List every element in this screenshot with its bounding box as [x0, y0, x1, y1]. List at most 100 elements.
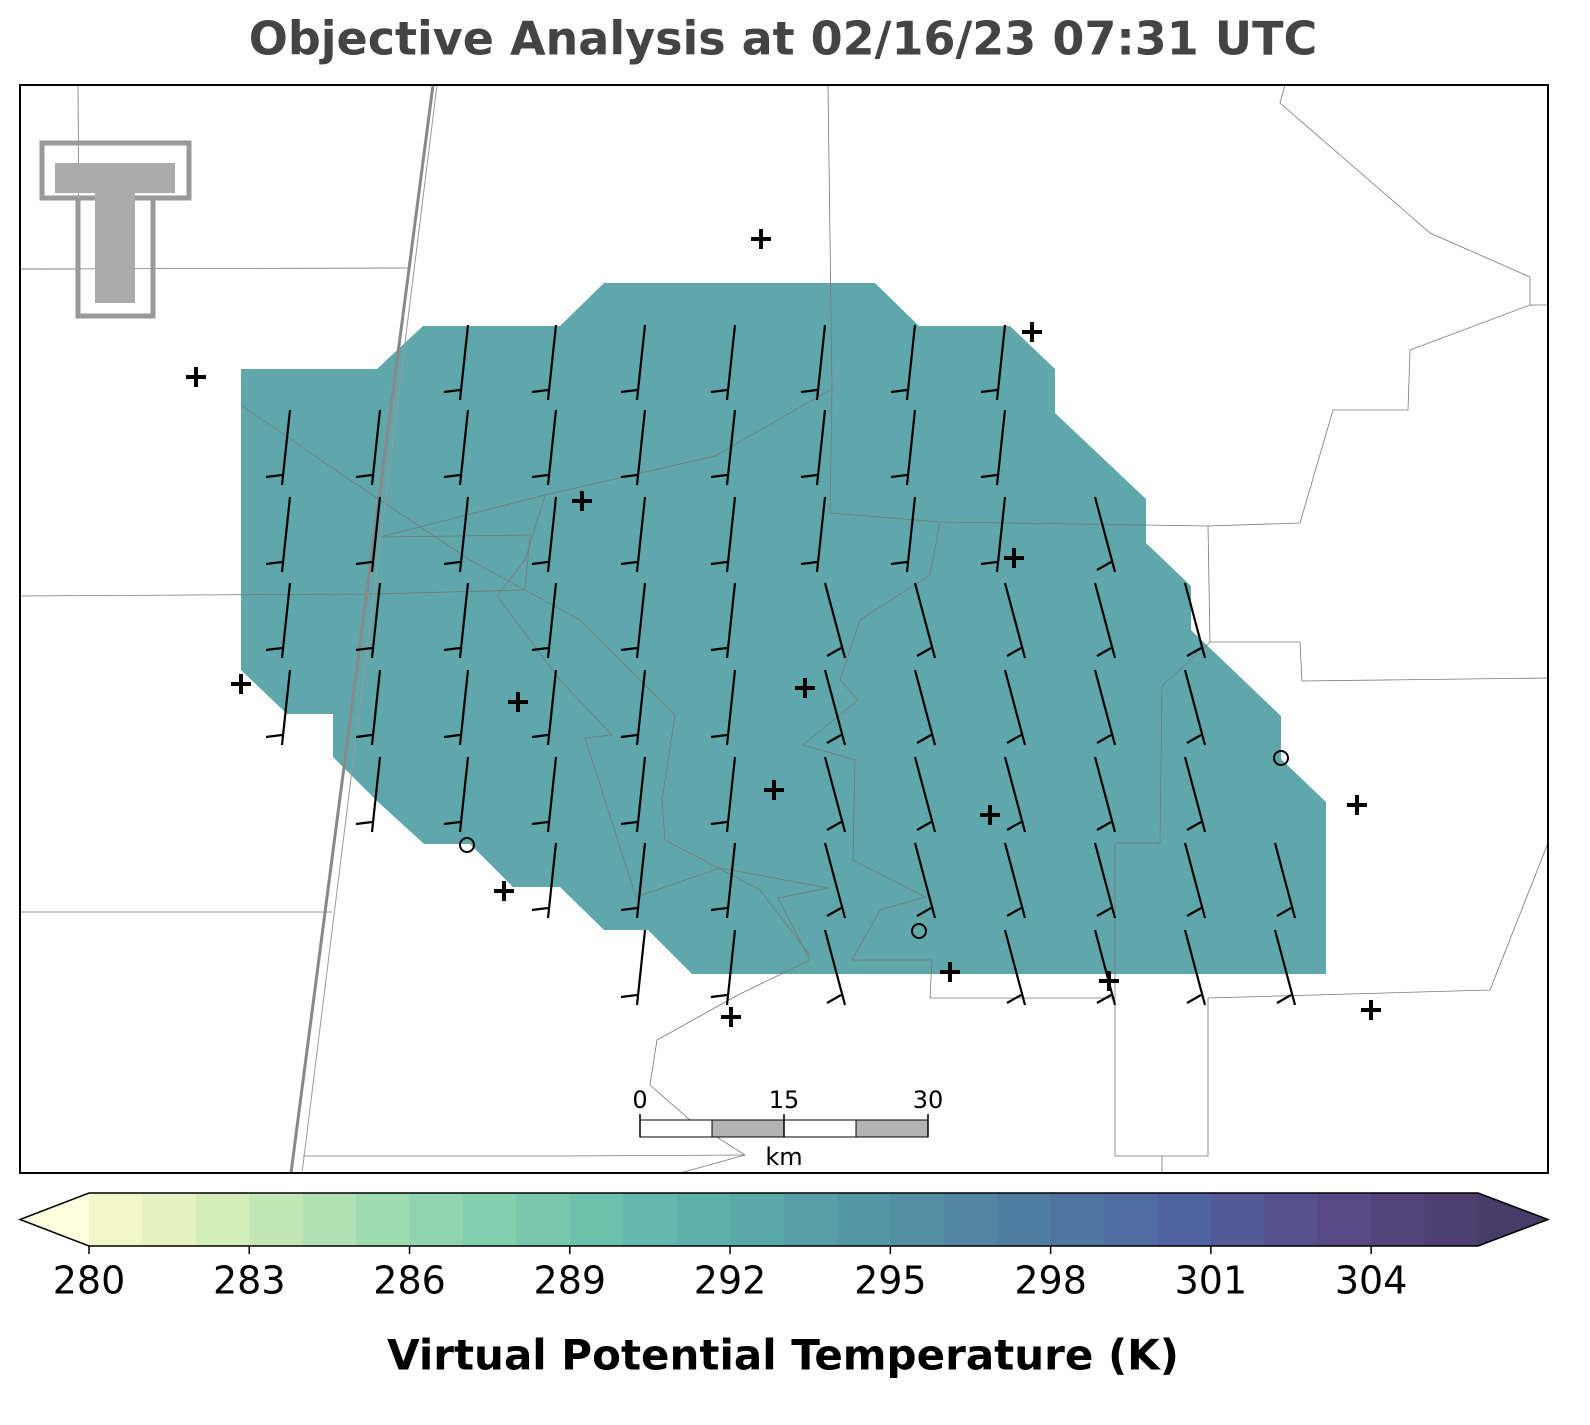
wind-barb [710, 756, 737, 833]
wind-barb [265, 582, 292, 659]
wind-barb [710, 496, 737, 573]
wind-barb [1093, 929, 1117, 1006]
station-marker [795, 678, 815, 698]
wind-barb [620, 756, 647, 833]
wind-barb [531, 756, 558, 833]
colorbar-label: Virtual Potential Temperature (K) [387, 1331, 1179, 1380]
station-marker [1022, 322, 1042, 342]
colorbar-band [1210, 1193, 1265, 1246]
wind-barb [620, 669, 647, 746]
map-title: Objective Analysis at 02/16/23 07:31 UTC [249, 12, 1318, 66]
wind-barb [800, 496, 827, 573]
wind-barb [443, 496, 470, 573]
wind-barb [1183, 669, 1207, 746]
wind-barb [1003, 929, 1027, 1006]
wind-barb [443, 409, 470, 486]
station-marker [1099, 971, 1119, 991]
scale-segment [783, 1119, 857, 1138]
wind-barb [710, 324, 737, 401]
wind-barb [980, 496, 1007, 573]
wind-barb [1003, 669, 1027, 746]
wind-barb [710, 669, 737, 746]
wind-barb [531, 409, 558, 486]
wind-barb [620, 929, 647, 1006]
wind-barb [1183, 756, 1207, 833]
colorbar-band [356, 1193, 411, 1246]
wind-barb [1273, 842, 1297, 919]
wind-barb [1183, 842, 1207, 919]
scale-segment [711, 1119, 785, 1138]
colorbar-band [569, 1193, 624, 1246]
wind-barb [800, 324, 827, 401]
wind-barb [1093, 582, 1117, 659]
colorbar-band [676, 1193, 731, 1246]
wind-barb [355, 669, 382, 746]
colorbar: 280 283 286 289 292 295 298 301 304 Virtual Poten… [17, 1192, 1551, 1380]
station-marker [764, 780, 784, 800]
colorbar-band [516, 1193, 571, 1246]
wind-barb [620, 842, 647, 919]
colorbar-under [20, 1193, 89, 1246]
wind-barb [980, 409, 1007, 486]
colorbar-tick-label: 280 [53, 1259, 126, 1303]
wind-barb [913, 582, 937, 659]
wind-barb [531, 842, 558, 919]
wind-barb [443, 669, 470, 746]
wind-barb [800, 409, 827, 486]
wind-barb [1183, 582, 1207, 659]
colorbar-tick-label: 295 [854, 1259, 927, 1303]
wind-barb [1003, 582, 1027, 659]
wind-barb [265, 409, 292, 486]
colorbar-band [1157, 1193, 1212, 1246]
analysis-field [241, 283, 1326, 974]
colorbar-band [89, 1193, 143, 1246]
map-border [19, 84, 1549, 1174]
station-circle [459, 837, 475, 853]
wind-barb [531, 669, 558, 746]
wind-barb [1183, 929, 1207, 1006]
wind-barb [710, 842, 737, 919]
wind-barb [710, 409, 737, 486]
wind-barb [890, 496, 917, 573]
wind-barb [443, 582, 470, 659]
colorbar-band [1104, 1193, 1158, 1246]
state-line [301, 84, 438, 1174]
wind-barb [1273, 929, 1297, 1006]
station-marker [494, 881, 514, 901]
colorbar-band [836, 1193, 891, 1246]
colorbar-band [1424, 1193, 1479, 1246]
wind-barb [620, 409, 647, 486]
colorbar-tick-label: 304 [1335, 1259, 1408, 1303]
scale-bar: 0 15 30 km [632, 1086, 943, 1171]
station-marker [940, 962, 960, 982]
station-marker [1347, 795, 1367, 815]
colorbar-outline [17, 1192, 1551, 1247]
station-marker [721, 1007, 741, 1027]
colorbar-tick-label: 292 [694, 1259, 767, 1303]
station-circle [1273, 750, 1289, 766]
wind-barb [980, 324, 1007, 401]
wind-barb [823, 756, 847, 833]
scale-tick-label: 30 [913, 1086, 944, 1114]
wind-barbs [265, 324, 1297, 1006]
wind-barb [890, 409, 917, 486]
scale-segment [639, 1119, 713, 1138]
wind-barb [531, 324, 558, 401]
colorbar-band [783, 1193, 838, 1246]
stations [186, 229, 1381, 1027]
wind-barb [1003, 756, 1027, 833]
colorbar-band [1371, 1193, 1426, 1246]
colorbar-tick-label: 301 [1175, 1259, 1248, 1303]
station-marker [751, 229, 771, 249]
wind-barb [1093, 756, 1117, 833]
scale-segment [855, 1119, 929, 1138]
wind-barb [823, 669, 847, 746]
wind-barb [443, 324, 470, 401]
colorbar-band [997, 1193, 1052, 1246]
colorbar-tick-label: 289 [534, 1259, 607, 1303]
wind-barb [1093, 842, 1117, 919]
colorbar-band [409, 1193, 464, 1246]
state-line [289, 84, 435, 1174]
colorbar-band [623, 1193, 678, 1246]
wind-barb [355, 756, 382, 833]
